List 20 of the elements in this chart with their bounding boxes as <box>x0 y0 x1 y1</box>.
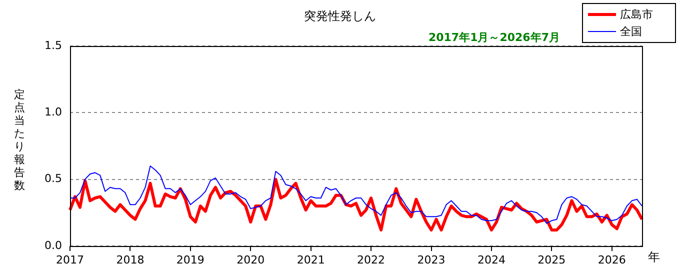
x-tick-label: 2020 <box>236 253 265 266</box>
x-tick-label: 2019 <box>176 253 204 266</box>
y-tick-label: 0.0 <box>44 238 62 252</box>
chart-title: 突発性発しん <box>304 9 376 23</box>
y-tick-label: 1.0 <box>44 106 62 119</box>
y-tick-label: 0.5 <box>44 172 62 186</box>
legend-label: 広島市 <box>620 7 653 22</box>
x-tick-label: 2023 <box>417 253 446 266</box>
x-tick-label: 2017 <box>56 253 84 266</box>
y-axis-title: 定点当たり報告数 <box>14 88 26 192</box>
x-axis-title: 年 <box>648 250 660 264</box>
x-tick-label: 2022 <box>357 253 386 266</box>
y-tick-label: 1.5 <box>44 38 62 52</box>
x-tick-label: 2025 <box>538 253 566 266</box>
x-tick-label: 2021 <box>296 253 325 266</box>
x-tick-label: 2024 <box>477 253 506 266</box>
x-tick-label: 2026 <box>598 253 626 266</box>
legend-label: 全国 <box>620 24 642 39</box>
x-tick-label: 2018 <box>116 253 144 266</box>
chart-subtitle: 2017年1月～2026年7月 <box>428 30 560 45</box>
